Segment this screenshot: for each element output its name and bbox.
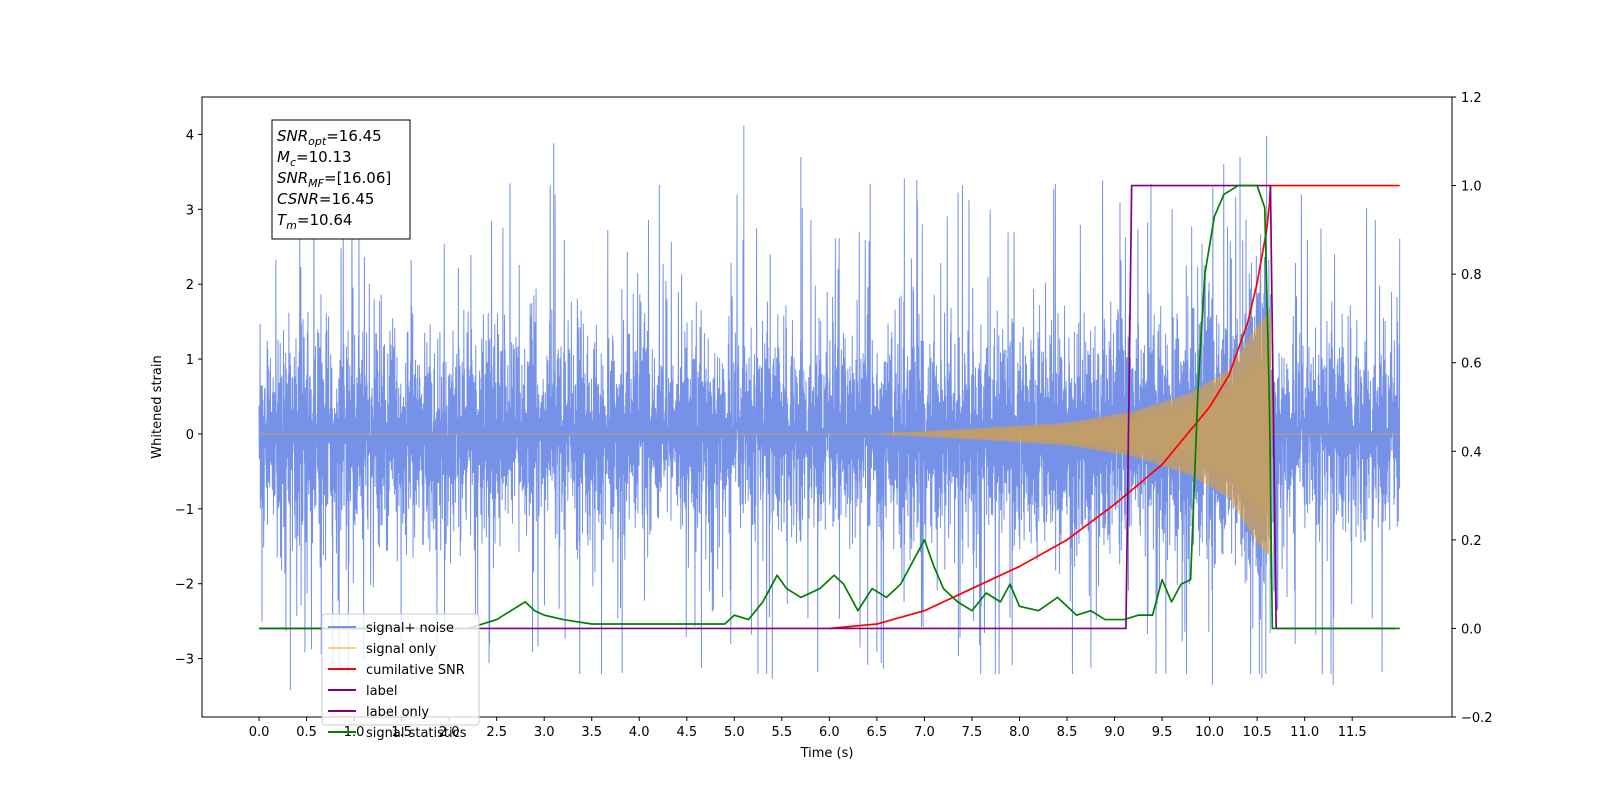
x-tick-label: 2.0 bbox=[439, 725, 460, 740]
annotation-subscript: opt bbox=[308, 135, 327, 148]
x-tick-label: 5.5 bbox=[772, 725, 793, 740]
annotation-frame bbox=[271, 119, 411, 240]
annotation-subscript: m bbox=[286, 219, 297, 232]
y-axis-label: Whitened strain bbox=[150, 355, 165, 458]
legend: signal+ noise signal only cumilative SNR la… bbox=[321, 613, 480, 741]
annotation-symbol: SNR bbox=[277, 169, 308, 187]
x-tick-label: 9.0 bbox=[1104, 725, 1125, 740]
y-tick-label: 4 bbox=[186, 128, 194, 143]
annotation-value: =10.13 bbox=[296, 148, 352, 166]
legend-label: signal+ noise bbox=[366, 621, 454, 636]
x-tick-label: 7.5 bbox=[962, 725, 983, 740]
x-axis-label: Time (s) bbox=[800, 746, 854, 761]
annotation-value: =10.64 bbox=[297, 211, 353, 229]
x-tick-label: 2.5 bbox=[486, 725, 507, 740]
x-tick-label: 0.5 bbox=[296, 725, 317, 740]
y2-tick-label: 1.0 bbox=[1461, 180, 1482, 195]
y2-tick-label: 0.2 bbox=[1461, 534, 1482, 549]
annotation-value: =[16.06] bbox=[324, 169, 391, 187]
annotation-line: Mc=10.13 bbox=[277, 148, 352, 169]
y-tick-label: 1 bbox=[186, 353, 194, 368]
legend-label: signal statistics bbox=[366, 726, 467, 741]
x-tick-label: 8.5 bbox=[1057, 725, 1078, 740]
x-tick-label: 9.5 bbox=[1152, 725, 1173, 740]
x-tick-label: 4.5 bbox=[676, 725, 697, 740]
annotation-line: Tm=10.64 bbox=[277, 211, 352, 232]
x-tick-label: 8.0 bbox=[1009, 725, 1030, 740]
x-tick-label: 6.0 bbox=[819, 725, 840, 740]
x-tick-label: 11.0 bbox=[1290, 725, 1319, 740]
x-tick-label: 11.5 bbox=[1338, 725, 1367, 740]
y2-tick-label: 0.4 bbox=[1461, 445, 1482, 460]
annotation-symbol: SNR bbox=[277, 127, 308, 145]
legend-label: label bbox=[366, 684, 397, 699]
y-tick-label: −2 bbox=[175, 578, 194, 593]
annotation-subscript: MF bbox=[308, 177, 324, 190]
x-tick-label: 7.0 bbox=[914, 725, 935, 740]
y2-tick-label: 1.2 bbox=[1461, 91, 1482, 106]
y2-tick-label: 0.8 bbox=[1461, 268, 1482, 283]
y-tick-label: 2 bbox=[186, 278, 194, 293]
annotation-line: SNRopt=16.45 bbox=[277, 127, 382, 148]
series-signal-only bbox=[259, 310, 1400, 557]
annotation-symbol: CSNR bbox=[277, 190, 319, 208]
x-tick-label: 6.5 bbox=[867, 725, 888, 740]
y-tick-label: −3 bbox=[175, 653, 194, 668]
annotation-line: SNRMF=[16.06] bbox=[277, 169, 391, 190]
x-tick-label: 4.0 bbox=[629, 725, 650, 740]
x-tick-label: 1.5 bbox=[391, 725, 412, 740]
series-signal-statistics bbox=[259, 184, 1400, 630]
x-tick-label: 3.0 bbox=[534, 725, 555, 740]
y-axis-right: −0.2 0.0 0.2 0.4 0.6 0.8 1.0 1.2 bbox=[1452, 91, 1493, 726]
x-tick-label: 10.5 bbox=[1243, 725, 1272, 740]
annotation-value: =16.45 bbox=[326, 127, 382, 145]
annotation-symbol: M bbox=[277, 148, 290, 166]
plot-area bbox=[258, 125, 1401, 691]
annotation-line: CSNR=16.45 bbox=[277, 190, 374, 208]
x-tick-label: 10.0 bbox=[1195, 725, 1224, 740]
y2-tick-label: 0.6 bbox=[1461, 357, 1482, 372]
legend-label: label only bbox=[366, 705, 429, 720]
annotation-symbol: T bbox=[277, 211, 288, 229]
x-tick-label: 5.0 bbox=[724, 725, 745, 740]
legend-label: signal only bbox=[366, 642, 436, 657]
annotation-subscript: c bbox=[290, 156, 296, 169]
stats-annotation-box: SNRopt=16.45Mc=10.13SNRMF=[16.06]CSNR=16… bbox=[271, 119, 411, 240]
y-tick-label: −1 bbox=[175, 503, 194, 518]
x-tick-label: 3.5 bbox=[581, 725, 602, 740]
series-cumilative-snr bbox=[829, 184, 1400, 630]
y-tick-label: 0 bbox=[186, 428, 194, 443]
x-tick-label: 0.0 bbox=[249, 725, 270, 740]
y-tick-label: 3 bbox=[186, 203, 194, 218]
legend-frame bbox=[321, 613, 480, 726]
y-axis-left: −3 −2 −1 0 1 2 3 4 bbox=[175, 128, 202, 668]
y2-tick-label: 0.0 bbox=[1461, 622, 1482, 637]
axes-frame bbox=[201, 96, 1453, 718]
y2-tick-label: −0.2 bbox=[1461, 711, 1493, 726]
annotation-value: =16.45 bbox=[319, 190, 375, 208]
x-axis: 0.0 0.5 1.0 1.5 2.0 2.5 3.0 3.5 4.0 4.5 5.0 5.5 6.0 6… bbox=[249, 717, 1367, 740]
legend-label: cumilative SNR bbox=[366, 663, 465, 678]
